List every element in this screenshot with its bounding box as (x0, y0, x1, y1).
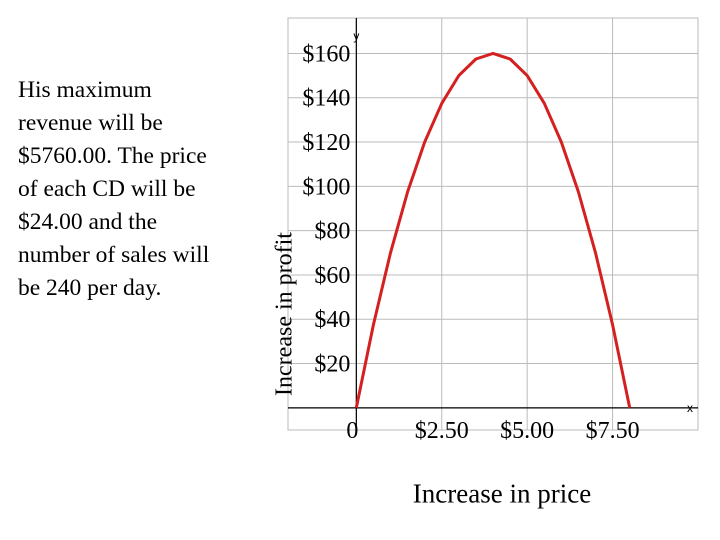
y-tick-label: $60 (314, 263, 350, 289)
x-tick-label: $2.50 (415, 418, 469, 444)
y-tick-label: $100 (302, 174, 350, 200)
x-axis-letter: x (687, 401, 693, 415)
note-line: of each CD will be (18, 176, 196, 202)
note-line: revenue will be (18, 110, 163, 136)
y-tick-label: $120 (302, 130, 350, 156)
x-tick-label: $7.50 (586, 418, 640, 444)
note-line: be 240 per day. (18, 275, 162, 301)
x-tick-label: $5.00 (500, 418, 554, 444)
y-tick-label: $20 (314, 352, 350, 378)
tick-labels: $20 $40 $60 $80 $100 $120 $140 $160 0 $2.50 $5.00 $… (302, 41, 639, 443)
profit-curve (354, 51, 632, 409)
y-tick-label: $80 (314, 219, 350, 245)
note-line: His maximum (18, 77, 152, 103)
y-tick-label: $140 (302, 86, 350, 112)
y-axis-letter: y (353, 29, 359, 43)
x-tick-label: 0 (346, 418, 358, 444)
y-tick-label: $40 (314, 307, 350, 333)
note-line: number of sales will (18, 242, 210, 268)
note-line: $5760.00. The price (18, 143, 207, 169)
y-axis-label: Increase in profit (271, 232, 298, 396)
x-axis-label: Increase in price (412, 478, 592, 509)
y-tick-label: $160 (302, 41, 350, 67)
note-line: $24.00 and the (18, 209, 158, 235)
profit-curve-line (354, 51, 632, 409)
axes: yx (288, 18, 698, 430)
plot-frame (287, 17, 699, 431)
explanation-text: His maximum revenue will be $5760.00. Th… (18, 74, 268, 305)
